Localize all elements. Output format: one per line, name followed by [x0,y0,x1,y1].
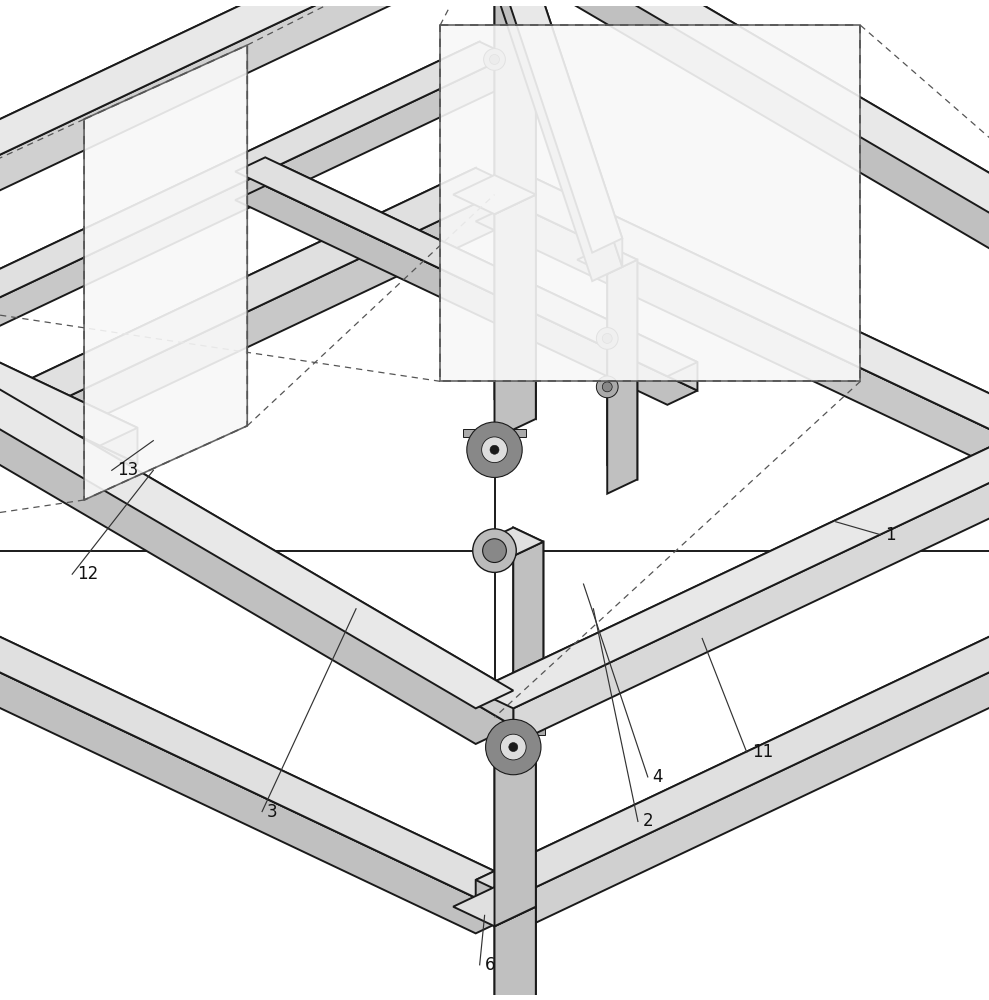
Polygon shape [494,0,536,195]
Polygon shape [513,542,543,727]
Circle shape [484,49,505,70]
Polygon shape [494,175,536,419]
Polygon shape [484,527,543,556]
Polygon shape [476,524,989,898]
Polygon shape [476,203,989,577]
Polygon shape [0,250,137,463]
Polygon shape [480,0,622,281]
Circle shape [467,422,522,477]
Polygon shape [0,0,476,285]
Polygon shape [494,195,536,438]
Polygon shape [494,907,536,1000]
Circle shape [602,382,612,392]
Polygon shape [0,42,509,412]
Circle shape [508,743,518,752]
Polygon shape [513,168,989,560]
Polygon shape [494,717,536,926]
Polygon shape [440,25,860,381]
Polygon shape [480,0,622,253]
Polygon shape [0,524,513,898]
Polygon shape [0,42,480,426]
Text: 4: 4 [653,768,664,786]
Polygon shape [0,560,513,933]
Text: 6: 6 [485,956,495,974]
Polygon shape [513,0,989,370]
Polygon shape [482,726,545,735]
Polygon shape [513,352,989,744]
Polygon shape [235,186,697,405]
Polygon shape [0,250,513,708]
Polygon shape [476,168,989,542]
Circle shape [490,54,499,64]
Circle shape [483,539,506,563]
Polygon shape [476,524,989,916]
Polygon shape [463,429,526,437]
Polygon shape [0,250,513,726]
Polygon shape [0,56,509,440]
Polygon shape [0,524,513,916]
Text: 1: 1 [885,526,896,544]
Polygon shape [494,0,536,214]
Polygon shape [476,0,989,388]
Circle shape [490,445,499,454]
Polygon shape [0,186,513,577]
Polygon shape [476,335,989,726]
Text: 3: 3 [267,803,278,821]
Polygon shape [0,168,513,542]
Polygon shape [578,246,637,274]
Polygon shape [0,168,476,560]
Polygon shape [235,157,697,376]
Polygon shape [513,527,543,713]
Text: 2: 2 [643,812,654,830]
Polygon shape [476,335,989,708]
Text: 13: 13 [117,461,137,479]
Circle shape [596,328,618,349]
Circle shape [596,376,618,398]
Polygon shape [265,157,697,391]
Circle shape [486,719,541,775]
Text: 11: 11 [752,743,772,761]
Polygon shape [453,698,536,737]
Polygon shape [0,285,513,744]
Polygon shape [494,698,536,907]
Polygon shape [0,0,513,303]
Text: 12: 12 [77,565,98,583]
Polygon shape [607,246,637,479]
Polygon shape [476,0,989,352]
Polygon shape [0,285,137,481]
Circle shape [602,333,612,343]
Circle shape [500,734,526,760]
Polygon shape [453,175,536,214]
Circle shape [473,529,516,572]
Polygon shape [513,542,989,933]
Polygon shape [607,260,637,494]
Polygon shape [84,45,247,500]
Polygon shape [0,250,137,446]
Polygon shape [509,0,622,267]
Circle shape [482,437,507,463]
Polygon shape [494,887,536,1000]
Polygon shape [0,0,513,268]
Polygon shape [453,887,536,926]
